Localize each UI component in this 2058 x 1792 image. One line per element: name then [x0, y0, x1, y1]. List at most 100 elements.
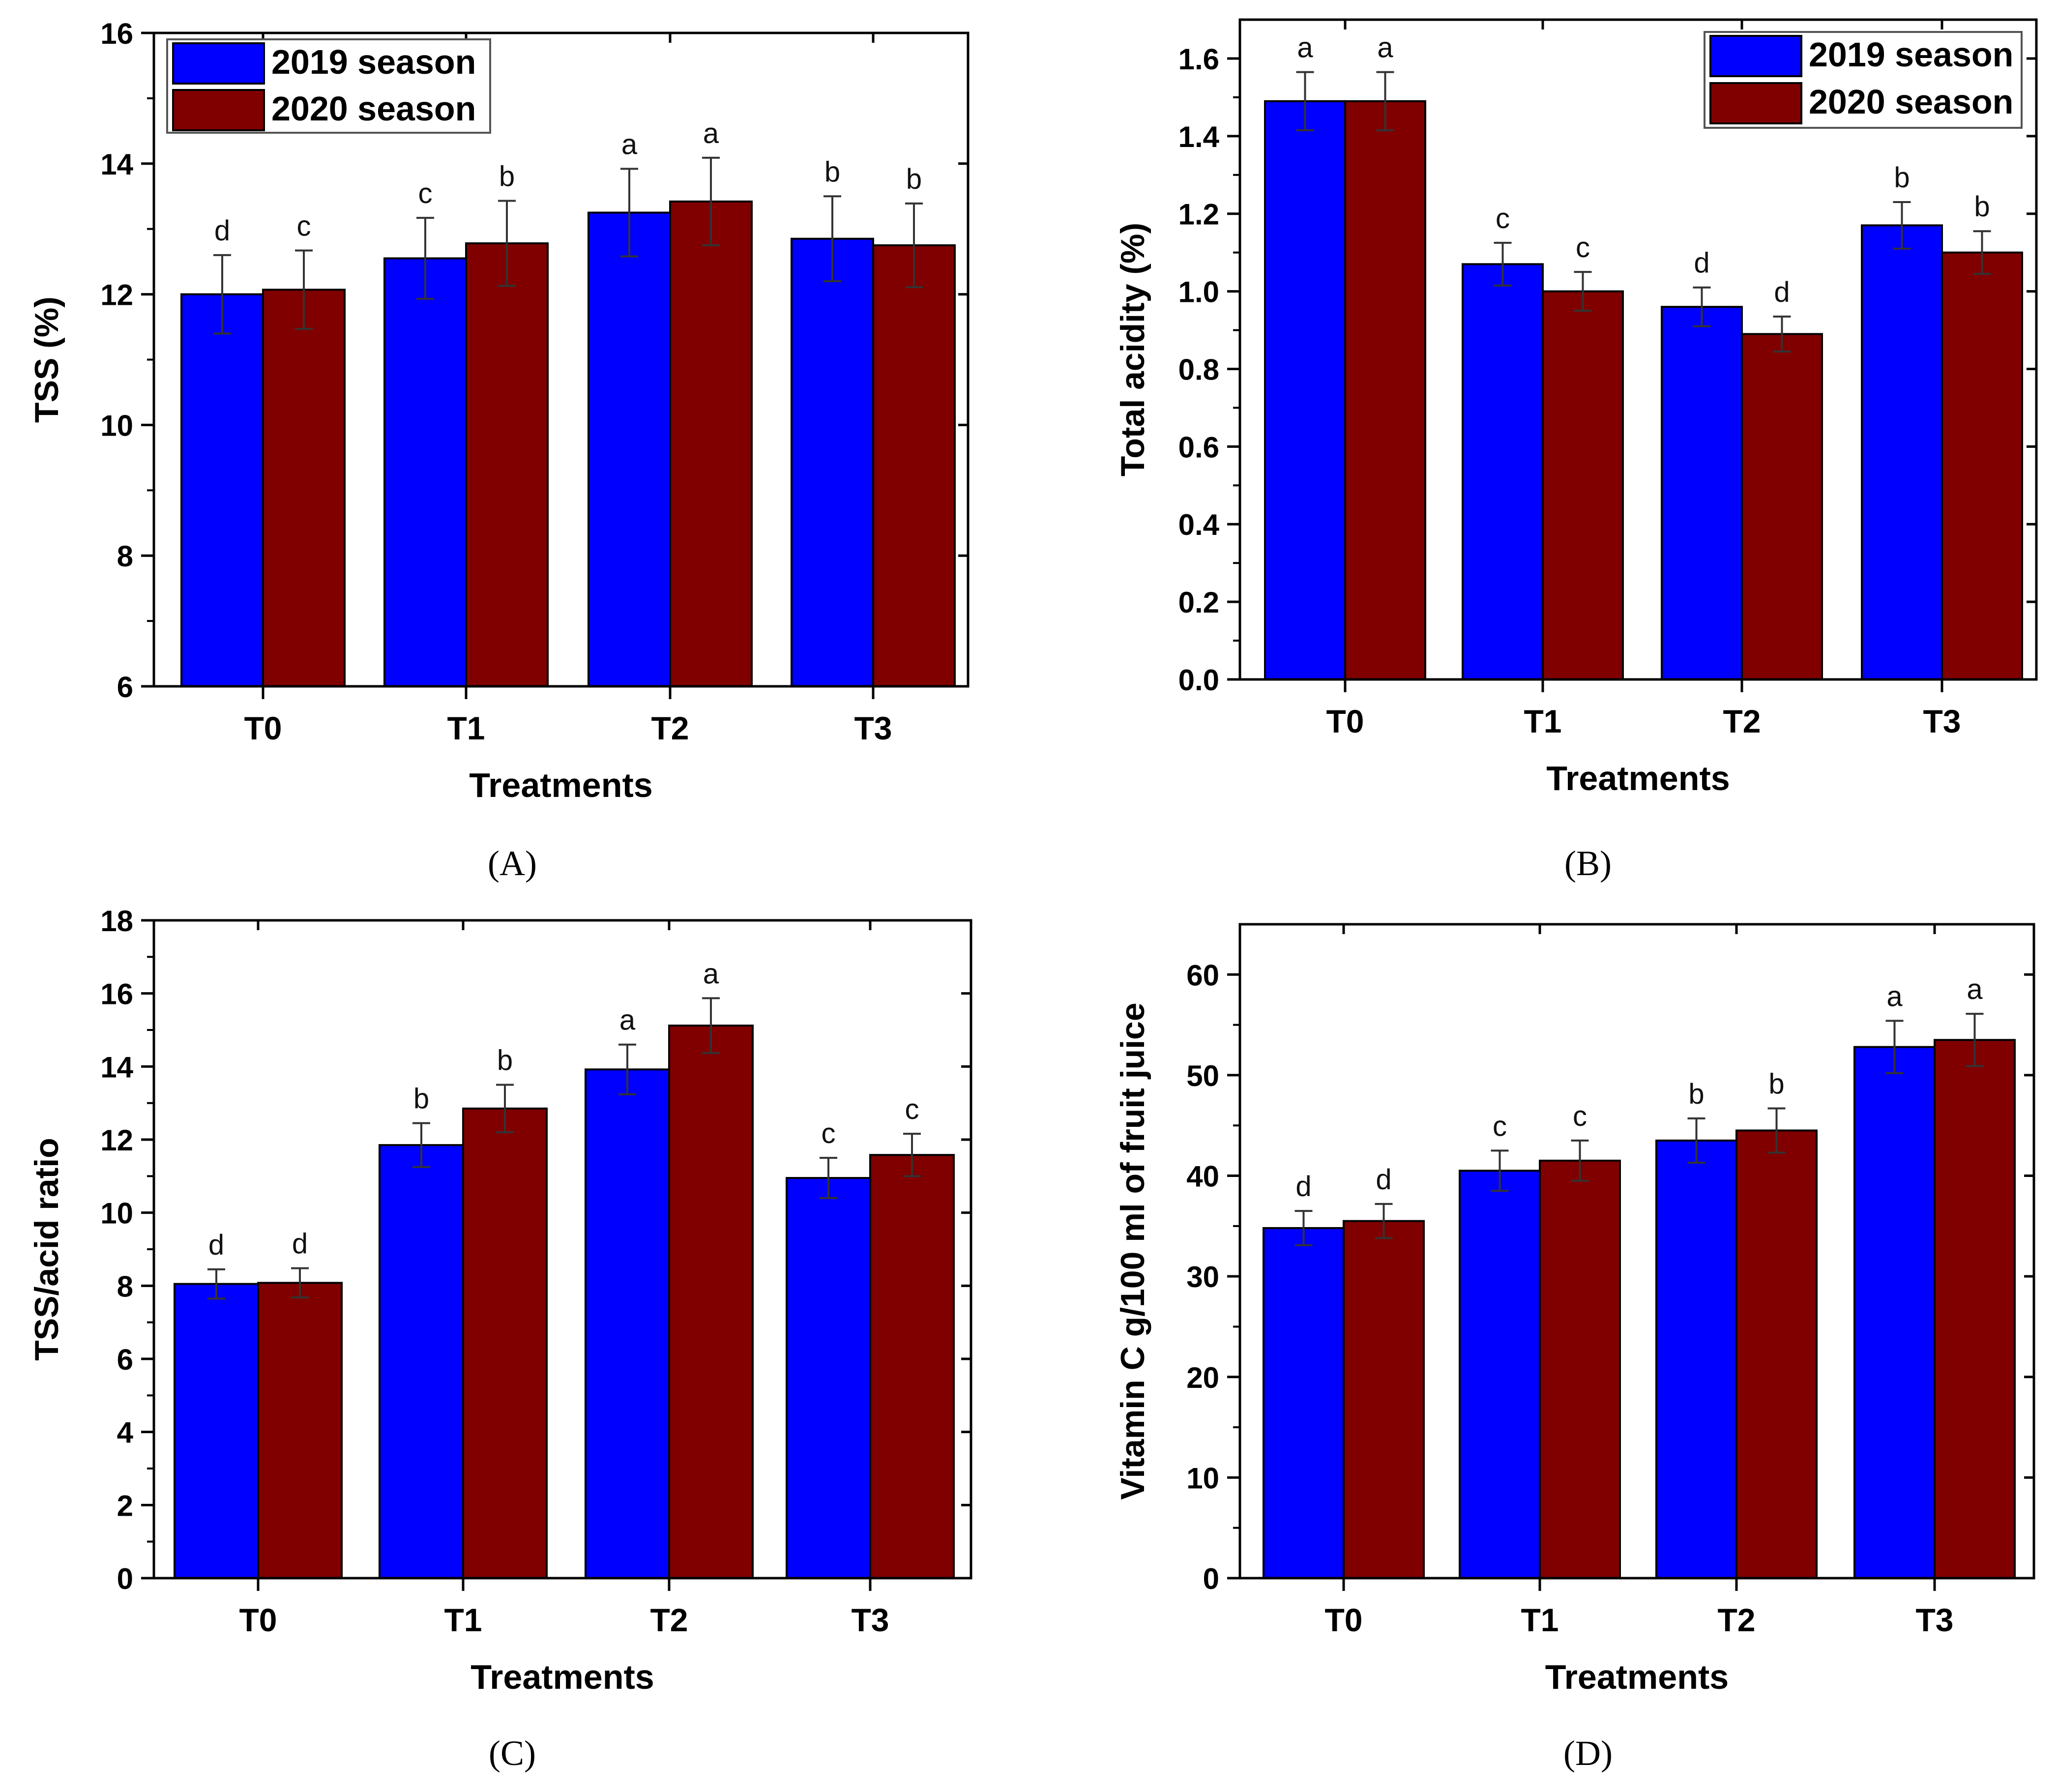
y-axis-label-c: TSS/acid ratio	[28, 1138, 65, 1360]
significance-letter-a-s2-T3: b	[906, 163, 922, 195]
significance-letter-d-s2-T2: b	[1768, 1068, 1784, 1100]
y-tick-label-b: 1.6	[1178, 43, 1219, 76]
significance-letter-d-s1-T2: b	[1688, 1078, 1704, 1110]
significance-letter-a-s2-T2: a	[703, 118, 719, 149]
error-bar-b-s1-T1	[1494, 241, 1512, 287]
significance-letter-b-s2-T3: b	[1974, 191, 1990, 223]
bar-c-s2-T0	[257, 1282, 343, 1580]
y-tick-label-a: 6	[117, 671, 133, 704]
significance-letter-c-s1-T0: d	[208, 1229, 224, 1261]
bar-b-s2-T2	[1741, 333, 1823, 680]
significance-letter-a-s1-T0: d	[214, 215, 230, 247]
significance-letter-b-s1-T2: d	[1694, 247, 1709, 279]
x-tick-label-d-T2: T2	[1717, 1602, 1755, 1638]
panel-caption-d: (D)	[1563, 1733, 1613, 1773]
significance-letter-d-s1-T0: d	[1295, 1171, 1311, 1203]
error-bar-b-s1-T3	[1893, 201, 1911, 250]
chart-panel-a: d c a b c b a b 6 8 10 12 14 16 T0 T1 T2 T3 Treatments TSS …	[28, 17, 970, 804]
error-bar-c-s2-T1	[496, 1084, 514, 1134]
bar-a-s1-T0	[180, 293, 264, 687]
bar-d-s2-T1	[1539, 1159, 1621, 1580]
bar-d-s1-T2	[1655, 1139, 1737, 1579]
y-tick-label-d: 40	[1186, 1160, 1219, 1193]
error-bar-c-s1-T2	[618, 1043, 636, 1095]
error-bar-c-s1-T1	[412, 1122, 430, 1168]
bar-d-s2-T2	[1735, 1129, 1818, 1579]
y-tick-label-a: 14	[100, 148, 133, 181]
bar-b-s1-T1	[1462, 263, 1544, 680]
significance-letter-d-s1-T1: c	[1493, 1110, 1507, 1142]
significance-letter-a-s2-T1: b	[499, 161, 515, 193]
significance-letter-d-s2-T3: a	[1967, 973, 1983, 1005]
plot-frame-b	[1238, 18, 2038, 681]
significance-letter-a-s1-T1: c	[418, 177, 433, 209]
bar-c-s1-T1	[379, 1144, 464, 1579]
significance-letter-d-s1-T3: a	[1886, 980, 1903, 1012]
x-tick-label-a-T2: T2	[651, 710, 689, 746]
error-bar-d-s1-T0	[1294, 1210, 1313, 1246]
error-bar-d-s1-T3	[1885, 1020, 1904, 1074]
error-bar-a-s1-T0	[213, 254, 231, 335]
significance-letter-d-s2-T1: c	[1573, 1100, 1587, 1132]
y-tick-label-b: 0.6	[1178, 431, 1219, 464]
error-bar-c-s2-T0	[291, 1267, 309, 1299]
x-tick-label-b-T2: T2	[1723, 703, 1761, 739]
bar-b-s2-T0	[1344, 100, 1426, 680]
legend-label-1: 2019 season	[1809, 35, 2013, 74]
bar-d-s2-T0	[1343, 1220, 1425, 1580]
error-bar-b-s2-T1	[1574, 271, 1592, 312]
x-tick-label-b-T0: T0	[1326, 703, 1364, 739]
chart-panel-d: d c b a d c b a 0 10 20 30 40 50 60 T0 T1 T2 T3 Treatments V…	[1114, 923, 2035, 1696]
y-tick-label-d: 0	[1203, 1562, 1219, 1595]
bar-c-s2-T2	[668, 1025, 754, 1580]
legend-swatch-2	[1709, 82, 1802, 124]
error-bar-c-s2-T3	[903, 1133, 921, 1177]
bar-a-s2-T0	[262, 289, 346, 687]
significance-letter-c-s2-T0: d	[292, 1228, 308, 1260]
significance-letter-a-s2-T0: c	[297, 210, 311, 242]
y-tick-label-b: 1.0	[1178, 276, 1219, 309]
significance-letter-b-s1-T0: a	[1297, 32, 1313, 64]
bar-c-s1-T2	[585, 1068, 670, 1579]
plot-frame-d	[1238, 923, 2035, 1580]
error-bar-d-s2-T1	[1571, 1139, 1589, 1182]
legend-label-1: 2019 season	[271, 43, 476, 81]
error-bar-a-s2-T3	[905, 202, 923, 288]
y-tick-label-d: 30	[1186, 1261, 1219, 1293]
y-tick-label-d: 50	[1186, 1059, 1219, 1092]
bar-c-s2-T3	[869, 1154, 955, 1579]
error-bar-b-s2-T2	[1773, 315, 1791, 353]
legend-a: 2019 season 2020 season	[166, 38, 491, 134]
x-tick-label-c-T2: T2	[650, 1602, 688, 1638]
bar-d-s1-T3	[1853, 1046, 1936, 1580]
y-tick-label-c: 0	[117, 1562, 133, 1595]
error-bar-d-s2-T0	[1375, 1203, 1393, 1239]
x-tick-label-d-T0: T0	[1324, 1602, 1362, 1638]
error-bar-a-s2-T1	[498, 200, 516, 287]
y-tick-label-b: 0.8	[1178, 353, 1219, 386]
error-bar-d-s1-T2	[1687, 1117, 1705, 1164]
error-bar-b-s2-T0	[1376, 71, 1394, 131]
significance-letter-c-s2-T1: b	[497, 1045, 513, 1077]
legend-label-2: 2020 season	[271, 89, 476, 128]
legend-swatch-2	[172, 89, 265, 131]
y-tick-label-c: 12	[100, 1124, 133, 1157]
legend-b: 2019 season 2020 season	[1704, 31, 2023, 129]
x-axis-label-c: Treatments	[470, 1658, 654, 1696]
x-tick-label-b-T3: T3	[1923, 703, 1961, 739]
bar-a-s2-T3	[872, 244, 956, 687]
y-axis-label-a: TSS (%)	[28, 296, 65, 423]
y-tick-label-a: 16	[100, 17, 133, 50]
y-tick-label-c: 2	[117, 1489, 133, 1522]
bar-a-s1-T3	[791, 237, 874, 687]
error-bar-c-s1-T0	[207, 1268, 225, 1300]
error-bar-d-s1-T1	[1491, 1149, 1509, 1192]
legend-label-2: 2020 season	[1809, 83, 2013, 121]
significance-letter-a-s1-T2: a	[621, 128, 638, 160]
error-bar-d-s2-T2	[1767, 1107, 1786, 1154]
x-tick-label-d-T3: T3	[1915, 1602, 1953, 1638]
x-axis-label-d: Treatments	[1545, 1658, 1729, 1696]
y-tick-label-d: 20	[1186, 1361, 1219, 1394]
x-tick-label-a-T0: T0	[244, 710, 282, 746]
bar-d-s1-T0	[1263, 1227, 1345, 1579]
